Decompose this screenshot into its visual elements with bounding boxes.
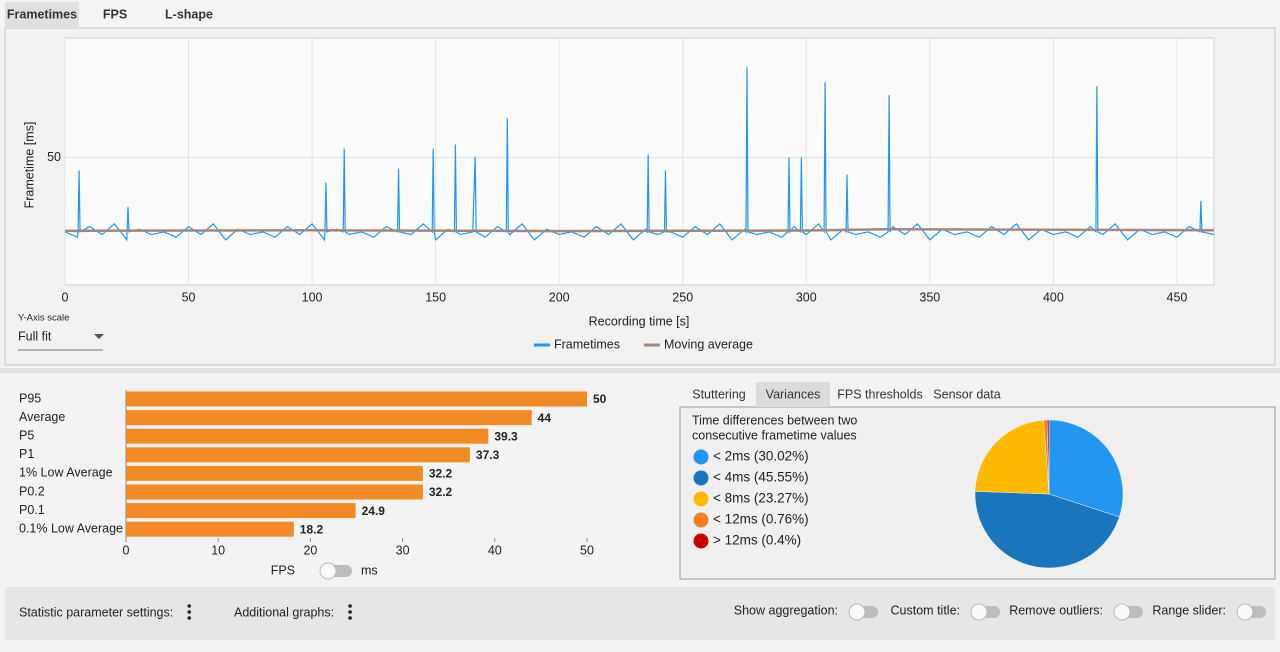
legend-swatch (693, 470, 709, 486)
y-tick-label: 50 (47, 150, 61, 164)
legend-swatch (693, 491, 709, 507)
menu-dots[interactable] (348, 616, 352, 620)
x-tick-label: 300 (796, 290, 817, 304)
x-axis-label: Recording time [s] (589, 314, 690, 328)
value-label: 32.2 (429, 485, 453, 499)
tab-active[interactable] (5, 2, 79, 28)
value-label: 50 (593, 392, 607, 406)
toggle-knob[interactable] (970, 603, 988, 621)
category-label: P5 (19, 428, 34, 442)
value-label: 37.3 (476, 448, 500, 462)
tab-active[interactable] (756, 382, 830, 407)
pie-title: consecutive frametime values (692, 428, 857, 442)
pie-slice (1048, 419, 1124, 518)
tab[interactable]: Sensor data (933, 387, 1000, 401)
category-label: P0.1 (19, 503, 45, 517)
tab[interactable]: FPS (103, 7, 127, 21)
pie-slice (974, 491, 1120, 569)
dropdown-label: Y-Axis scale (18, 313, 69, 324)
tab[interactable]: L-shape (165, 7, 213, 21)
menu-dots[interactable] (187, 616, 192, 620)
x-tick-label: 10 (211, 543, 225, 557)
pie-slice (974, 419, 1050, 495)
toggle-label: Custom title: (891, 603, 960, 617)
legend-label: Frametimes (554, 337, 620, 351)
category-label: P1 (19, 447, 34, 461)
legend-label: < 4ms (45.55%) (713, 470, 809, 485)
value-label: 24.9 (362, 504, 386, 518)
y-axis-label: Frametime [ms] (22, 122, 36, 209)
pie-title: Time differences between two (692, 413, 857, 427)
divider (0, 368, 1280, 373)
toggle-label: FPS (271, 563, 295, 577)
legend-swatch (693, 512, 709, 528)
bar (126, 447, 470, 463)
menu-dots[interactable] (348, 604, 352, 608)
menu-dots[interactable] (187, 604, 192, 608)
bar (126, 428, 489, 444)
x-tick-label: 50 (182, 290, 196, 304)
x-tick-label: 250 (672, 290, 693, 304)
value-label: 44 (538, 411, 552, 425)
x-tick-label: 0 (123, 543, 130, 557)
menu-label: Statistic parameter settings: (19, 605, 173, 619)
x-tick-label: 150 (425, 290, 446, 304)
category-label: P95 (19, 391, 41, 405)
bar (126, 410, 532, 426)
bar (126, 521, 294, 537)
tab[interactable]: Frametimes (7, 7, 77, 21)
x-tick-label: 0 (62, 290, 69, 304)
toggle-label: Show aggregation: (734, 603, 838, 617)
bar (126, 465, 423, 481)
category-label: Average (19, 410, 65, 424)
x-tick-label: 400 (1043, 290, 1064, 304)
bar (126, 391, 587, 407)
dropdown-value[interactable]: Full fit (18, 329, 52, 343)
toggle-label: Range slider: (1152, 603, 1226, 617)
x-tick-label: 350 (919, 290, 940, 304)
x-tick-label: 200 (549, 290, 570, 304)
toggle-knob[interactable] (848, 603, 866, 621)
legend-label: > 12ms (0.4%) (713, 533, 801, 548)
tab-bar (0, 0, 1280, 28)
legend-swatch (693, 449, 709, 465)
x-tick-label: 30 (396, 543, 410, 557)
bar (126, 503, 356, 519)
x-tick-label: 40 (488, 543, 502, 557)
legend-label: < 12ms (0.76%) (713, 512, 809, 527)
x-tick-label: 450 (1167, 290, 1188, 304)
toggle-label: ms (361, 563, 378, 577)
plot-area (64, 37, 1215, 286)
toggle-knob[interactable] (319, 562, 337, 580)
bottom-bar (5, 587, 1275, 640)
toggle-knob[interactable] (1236, 603, 1254, 621)
menu-dots[interactable] (187, 610, 192, 614)
x-tick-label: 100 (302, 290, 323, 304)
x-tick-label: 20 (303, 543, 317, 557)
menu-label: Additional graphs: (234, 605, 334, 619)
value-label: 39.3 (494, 429, 518, 443)
category-label: 1% Low Average (19, 466, 113, 480)
tab[interactable]: Stuttering (692, 387, 746, 401)
value-label: 32.2 (429, 467, 453, 481)
tab[interactable]: FPS thresholds (837, 387, 922, 401)
legend-label: < 8ms (23.27%) (713, 491, 809, 506)
menu-dots[interactable] (348, 610, 352, 614)
category-label: P0.2 (19, 484, 45, 498)
legend-label: < 2ms (30.02%) (713, 449, 809, 464)
bar (126, 484, 423, 500)
legend-swatch (693, 533, 709, 549)
x-tick-label: 50 (580, 543, 594, 557)
dropdown-arrow[interactable] (94, 334, 104, 339)
category-label: 0.1% Low Average (19, 521, 123, 535)
toggle-label: Remove outliers: (1009, 603, 1103, 617)
series-line (64, 227, 1215, 233)
toggle-knob[interactable] (1113, 603, 1131, 621)
tab[interactable]: Variances (766, 387, 821, 401)
legend-label: Moving average (664, 337, 753, 351)
pie-slice (1046, 419, 1050, 495)
value-label: 18.2 (300, 522, 324, 536)
